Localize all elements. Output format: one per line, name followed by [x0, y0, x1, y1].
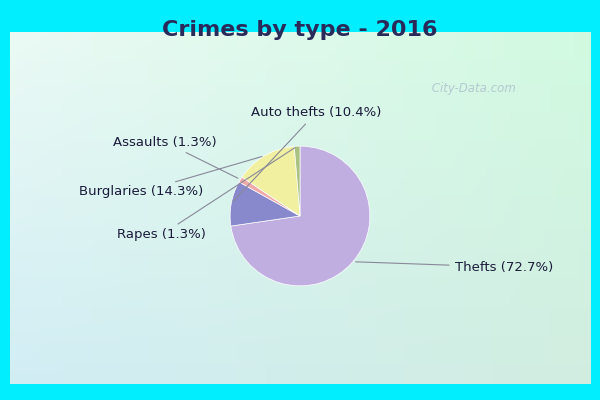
Text: Burglaries (14.3%): Burglaries (14.3%) [79, 156, 262, 198]
Text: Auto thefts (10.4%): Auto thefts (10.4%) [233, 106, 382, 201]
Text: City-Data.com: City-Data.com [428, 82, 515, 95]
Text: Crimes by type - 2016: Crimes by type - 2016 [162, 20, 438, 40]
Wedge shape [230, 182, 300, 226]
Text: Rapes (1.3%): Rapes (1.3%) [117, 148, 295, 241]
Wedge shape [242, 146, 300, 216]
Text: Assaults (1.3%): Assaults (1.3%) [113, 136, 238, 178]
Wedge shape [239, 177, 300, 216]
Wedge shape [231, 146, 370, 286]
Wedge shape [294, 146, 300, 216]
Text: Thefts (72.7%): Thefts (72.7%) [356, 260, 553, 274]
